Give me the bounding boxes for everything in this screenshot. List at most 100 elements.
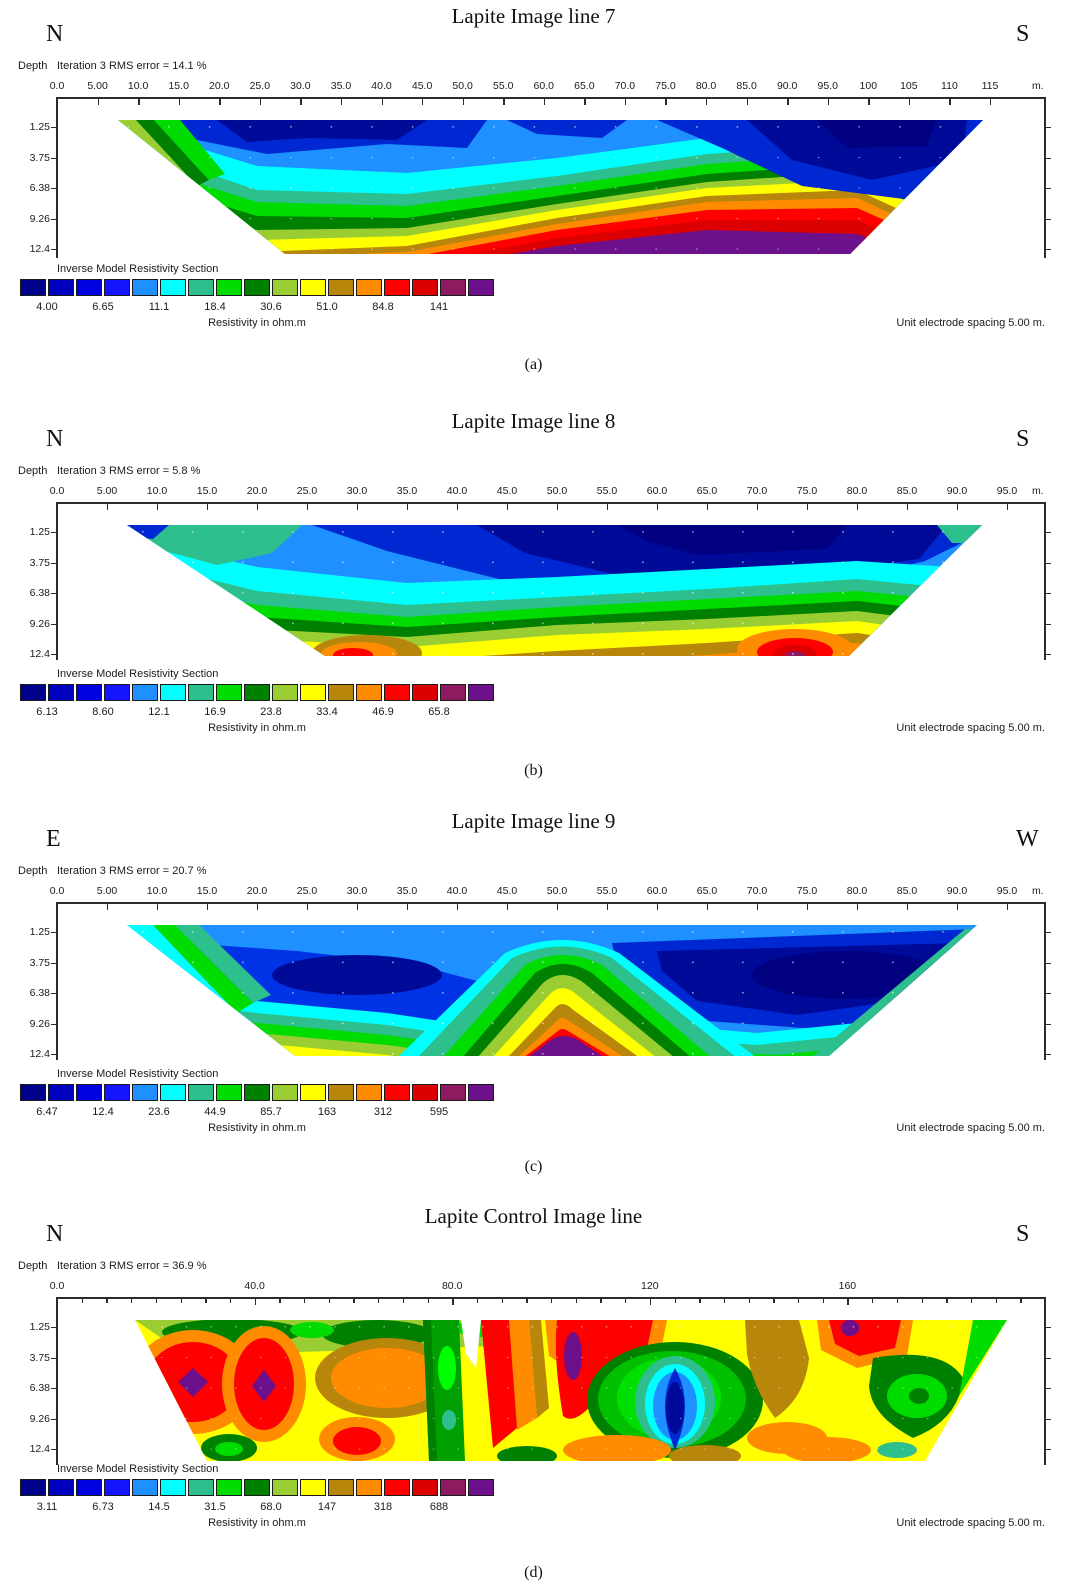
colorbar-value: 312: [373, 1106, 393, 1118]
x-tick-label: 100: [859, 80, 878, 92]
x-tick: [957, 503, 959, 510]
depth-tick-label: 6.38: [29, 1382, 50, 1394]
panel-title: Lapite Image line 8: [451, 409, 616, 433]
x-tick: [452, 1298, 454, 1305]
x-minor-tick: [674, 1298, 676, 1303]
x-minor-tick: [1020, 1298, 1022, 1303]
x-tick: [257, 903, 259, 910]
depth-tick: [51, 1054, 56, 1056]
colorbar-value: 141: [429, 301, 449, 313]
x-tick: [97, 98, 99, 105]
x-axis: 0.0 5.00 10.0 15.0 20.0 25.0 30.0 35.0 40.0 45.0 5…: [0, 0, 1067, 280]
colorbar-swatch: [468, 684, 494, 701]
x-tick-label: 35.0: [396, 485, 418, 497]
section-label: Inverse Model Resistivity Section: [57, 1068, 219, 1080]
x-axis-end-tick: [1045, 1298, 1047, 1306]
x-tick: [422, 98, 424, 105]
colorbar-value: 23.8: [260, 706, 282, 718]
right-depth-tick: [1046, 1054, 1051, 1056]
depth-axis-line: [56, 902, 58, 1060]
x-tick: [457, 903, 459, 910]
x-tick-label: 45.0: [496, 885, 518, 897]
depth-tick: [51, 593, 56, 595]
x-tick: [707, 503, 709, 510]
electrode-spacing-note: Unit electrode spacing 5.00 m.: [896, 1517, 1045, 1529]
colorbar-swatch: [244, 1479, 270, 1496]
x-tick-label: 60.0: [646, 485, 668, 497]
colorbar-swatch: [440, 1084, 466, 1101]
colorbar-swatch: [272, 279, 298, 296]
x-tick-label: 90.0: [946, 885, 968, 897]
x-tick-label: 20.0: [246, 485, 268, 497]
depth-tick-label: 3.75: [29, 1351, 50, 1364]
x-tick-label: 70.0: [746, 885, 768, 897]
x-axis: 0.0 5.00 10.0 15.0 20.0 25.0 30.0 35.0 40.0 45.0 5…: [0, 405, 1067, 685]
x-tick-label: 15.0: [196, 485, 218, 497]
colorbar-swatch: [328, 1084, 354, 1101]
x-tick: [584, 98, 586, 105]
resistivity-section-svg: [127, 925, 977, 1056]
x-tick-label: 60.0: [646, 885, 668, 897]
colorbar-value: 147: [317, 1501, 337, 1513]
x-tick-label: 25.0: [296, 885, 318, 897]
colorbar-swatch: [48, 1084, 74, 1101]
depth-axis-label: Depth: [18, 865, 48, 877]
x-tick: [219, 98, 221, 105]
colorbar-value: 163: [317, 1106, 337, 1118]
x-tick: [207, 903, 209, 910]
x-tick: [607, 903, 609, 910]
x-tick-label: 75.0: [796, 885, 818, 897]
colorbar-swatch: [104, 279, 130, 296]
x-tick-label: 70.0: [614, 80, 636, 92]
colorbar-swatch: [244, 684, 270, 701]
x-tick-label: 20.0: [246, 885, 268, 897]
x-tick: [407, 903, 409, 910]
depth-tick: [51, 532, 56, 534]
x-tick-label: 25.0: [249, 80, 271, 92]
x-tick: [543, 98, 546, 105]
colorbar-swatch: [48, 684, 74, 701]
resistivity-section: [57, 98, 1045, 263]
x-minor-tick: [921, 1298, 923, 1303]
x-tick: [138, 98, 140, 105]
x-tick: [507, 903, 509, 910]
colorbar-value: 4.00: [36, 301, 58, 313]
x-tick-label: 50.0: [546, 485, 568, 497]
colorbar-value: 31.5: [204, 1501, 226, 1513]
x-tick: [503, 98, 505, 105]
colorbar-swatch: [272, 684, 298, 701]
x-tick-label: 80.0: [695, 80, 717, 92]
colorbar-swatch: [160, 1084, 186, 1101]
depth-tick-label: 6.38: [29, 987, 50, 999]
depth-tick-label: 9.26: [29, 1412, 50, 1425]
colorbar: [20, 1479, 496, 1496]
colorbar-swatch: [300, 684, 326, 701]
colorbar-swatch: [328, 684, 354, 701]
x-tick-label: 85.0: [896, 485, 918, 497]
x-tick-label: 15.0: [196, 885, 218, 897]
depth-axis-line: [56, 1297, 58, 1465]
x-axis-end-tick: [1045, 98, 1047, 106]
right-depth-tick: [1046, 932, 1051, 934]
axis-meta: Depth Iteration 3 RMS error = 5.8 %: [18, 465, 618, 479]
depth-axis-label: Depth: [18, 1260, 48, 1272]
x-tick-label: 10.0: [127, 80, 149, 92]
x-tick-label: 40.0: [446, 485, 468, 497]
colorbar-value: 6.13: [36, 706, 58, 718]
x-tick: [706, 98, 708, 105]
x-tick: [462, 98, 465, 105]
x-axis: 0.0 40.0 80.0 120 160 1.25 3.75 6.38 9.26 12.4: [0, 1200, 1067, 1480]
x-minor-tick: [699, 1298, 701, 1303]
colorbar-swatch: [244, 279, 270, 296]
depth-tick: [51, 932, 56, 934]
depth-tick: [51, 1327, 56, 1329]
depth-tick: [51, 1388, 56, 1390]
depth-tick-label: 6.38: [29, 182, 50, 194]
depth-axis-line: [56, 502, 58, 660]
x-axis-end-tick: [1045, 503, 1047, 511]
depth-tick: [51, 188, 56, 190]
right-depth-tick: [1046, 623, 1051, 625]
depth-tick: [51, 1357, 56, 1359]
colorbar-value: 85.7: [260, 1106, 282, 1118]
colorbar: [20, 684, 496, 701]
